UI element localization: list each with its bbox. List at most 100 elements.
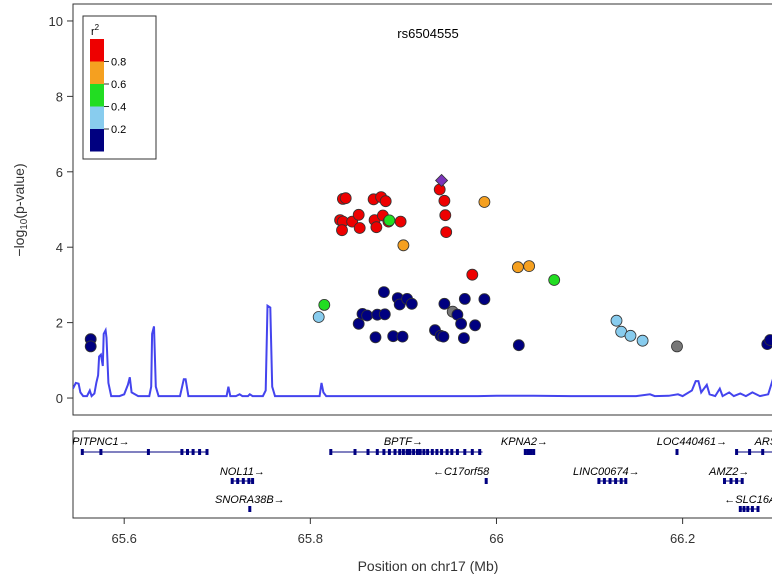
gene-exon [735,478,739,484]
gene-exon [401,449,405,455]
snp-point [361,309,374,322]
legend-tick-label: 0.6 [111,79,126,91]
snp-point [369,331,382,344]
gene-exon [746,506,750,512]
snp-point [383,214,396,227]
snp-point [352,208,365,221]
x-tick-label: 66 [489,531,503,546]
snp-point [312,311,325,323]
r2-legend: r2 0.8 0.6 0.4 0.2 [82,15,157,160]
snp-point [455,317,468,330]
snp-point [440,226,453,239]
x-axis-title: Position on chr17 (Mb) [358,558,499,574]
gene-exon [80,449,84,455]
y-axis: 0 2 4 6 8 10 [49,14,73,406]
snp-point [636,334,649,347]
x-tick-label: 66.2 [670,531,695,546]
legend-title: r2 [91,23,100,38]
gene-exon [236,478,240,484]
snp-point [397,239,410,252]
gene-label: AMZ2→ [708,466,749,478]
gene-exon [608,478,612,484]
recombination-rate-line [73,303,772,398]
gene-exon [387,449,391,455]
x-tick-label: 65.8 [298,531,323,546]
gene-exon [422,449,426,455]
gene-exon [445,449,449,455]
snp-point [353,222,366,234]
gene-exon [435,449,439,455]
legend-bin [90,129,104,152]
gene-label: SNORA38B→ [215,494,285,506]
gene-exon [180,449,184,455]
gene-exon [463,449,467,455]
snp-point [352,317,365,330]
lead-snp-marker [434,173,449,188]
gene-exon [484,478,488,484]
gene-exon [750,506,754,512]
gene-exon [602,478,606,484]
gene-exon [614,478,618,484]
y-tick-label: 4 [56,240,63,255]
gene-exon [230,478,234,484]
gene-label: KPNA2→ [501,436,548,448]
gene-label: ←SLC16A6 [724,494,772,506]
snp-point [548,274,561,286]
snp-point [466,268,479,281]
snp-point [438,297,451,310]
gene-label: BPTF→ [384,436,423,448]
gene-exon [455,449,459,455]
gene-exon [440,449,444,455]
gene-exon [450,449,454,455]
snp-point [433,183,446,196]
legend-tick-label: 0.8 [111,57,126,69]
gene-exon [761,449,765,455]
y-tick-label: 8 [56,89,63,104]
legend-bin [90,84,104,107]
gene-label: LINC00674→ [573,466,640,478]
legend-bin [90,39,104,62]
lead-snp-title: rs6504555 [397,26,458,41]
snp-point [512,339,525,352]
snp-point [469,319,482,332]
gene-exon [366,449,370,455]
snp-points [84,183,772,353]
snp-point [523,260,535,273]
gene-exon [532,449,536,455]
legend-tick-label: 0.4 [111,102,126,114]
snp-point [624,329,637,342]
snp-point [458,292,471,305]
gene-exon [597,478,601,484]
snp-point [378,308,391,321]
gene-exon [418,449,422,455]
snp-point [610,314,623,327]
gene-exon [186,449,189,455]
snp-point [478,293,491,306]
legend-bin [90,61,104,84]
gene-exon [738,506,742,512]
gene-exon [393,449,397,455]
gene-exon [146,449,150,455]
legend-color-bins [90,39,104,152]
snp-point [457,332,470,345]
main-panel-frame [72,3,772,416]
gene-exon [248,506,252,512]
gene-exon [619,478,623,484]
gene-exon [478,449,482,455]
snp-point [439,209,452,222]
snp-point [370,221,383,234]
gene-exon [415,449,419,455]
legend-tick-label: 0.2 [111,124,126,136]
gene-exon [470,449,474,455]
gene-label: ←C17orf58 [433,466,490,478]
snp-point [318,298,331,311]
snp-point [84,340,97,353]
gene-exon [198,449,202,455]
gene-exon [748,449,752,455]
snp-point [512,261,524,274]
gene-label: LOC440461→ [657,436,727,448]
gene-exon [735,449,739,455]
gene-exon [205,449,209,455]
snp-point [339,192,352,205]
